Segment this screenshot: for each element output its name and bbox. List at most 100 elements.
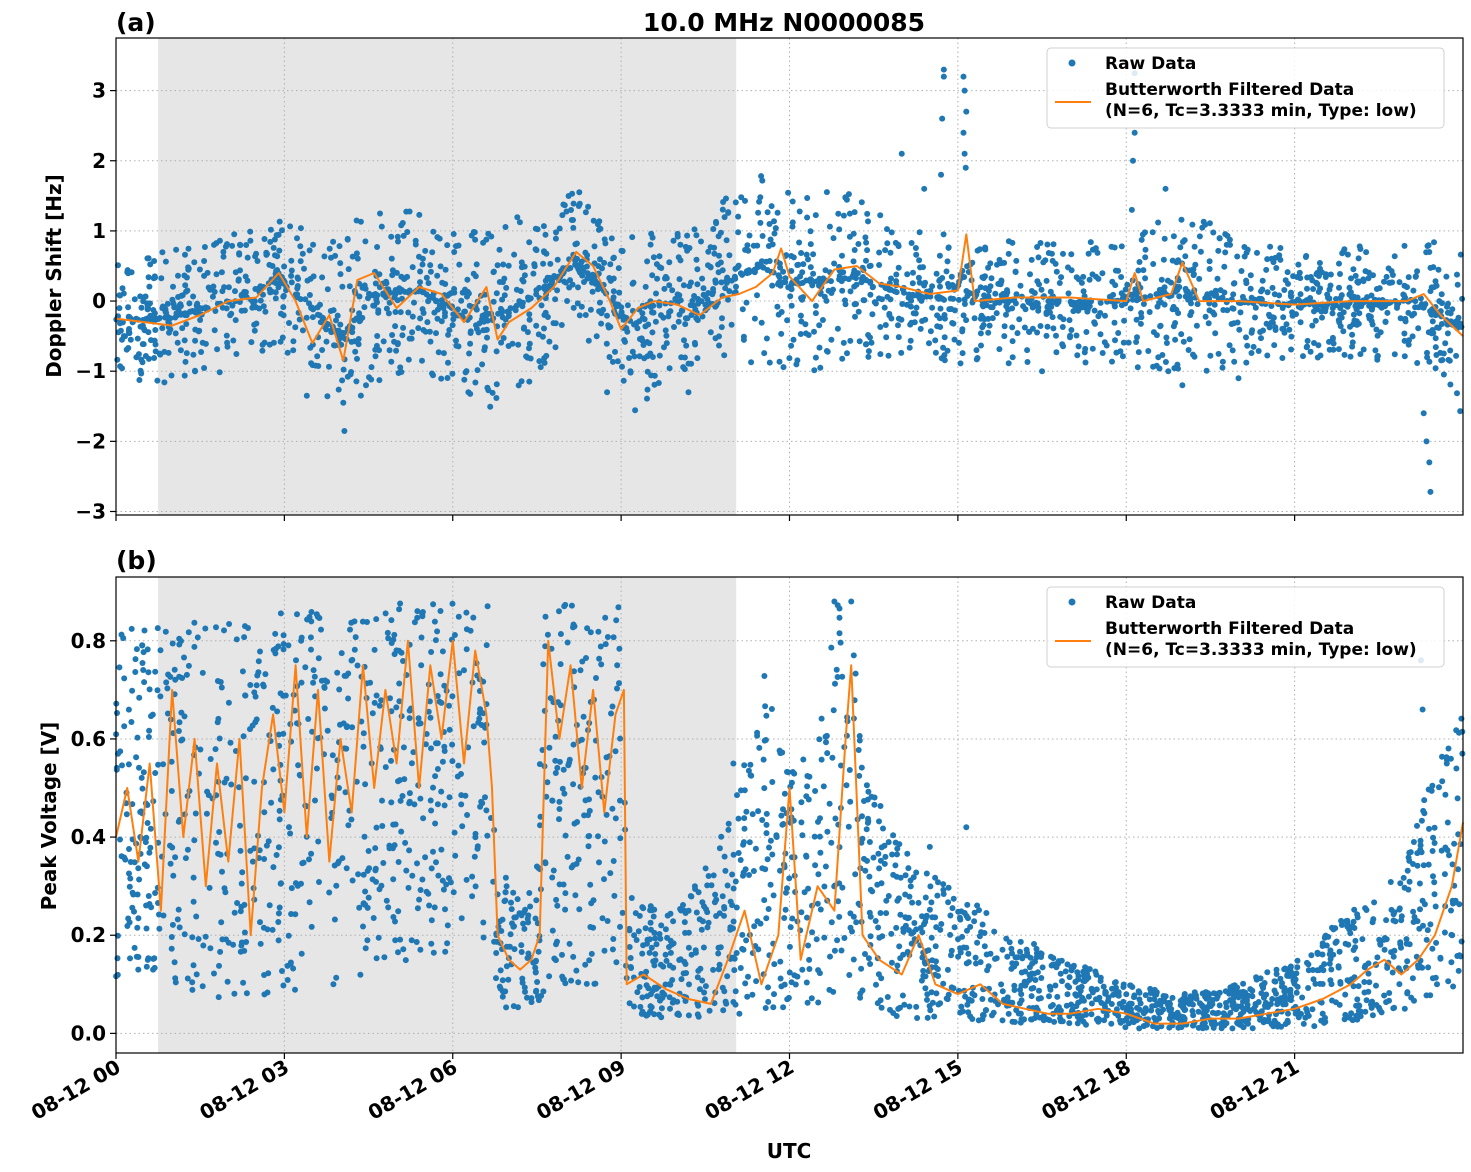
raw-data-point — [895, 241, 902, 248]
raw-data-point — [1018, 982, 1025, 989]
raw-data-point — [978, 342, 984, 349]
raw-data-point — [532, 915, 539, 922]
raw-data-point — [466, 350, 473, 357]
raw-data-point — [1057, 1015, 1064, 1022]
raw-data-point — [799, 832, 806, 839]
raw-data-point — [1333, 296, 1339, 302]
raw-data-point — [337, 721, 343, 728]
raw-data-point — [836, 614, 843, 621]
raw-data-point — [830, 707, 837, 714]
raw-data-point — [275, 919, 282, 925]
raw-data-point — [923, 870, 930, 877]
raw-data-point — [137, 323, 144, 330]
raw-data-point — [738, 787, 744, 794]
raw-data-point — [225, 284, 232, 291]
raw-data-point — [1258, 1008, 1265, 1015]
raw-data-point — [929, 914, 936, 921]
raw-data-point — [1156, 365, 1163, 372]
raw-data-point — [554, 256, 561, 263]
raw-data-point — [502, 897, 509, 904]
raw-data-point — [582, 961, 589, 968]
raw-data-point — [394, 297, 401, 304]
raw-data-outlier — [1131, 129, 1138, 136]
raw-data-point — [366, 374, 372, 381]
raw-data-point — [797, 312, 804, 319]
raw-data-point — [1381, 992, 1388, 999]
raw-data-point — [800, 261, 807, 268]
raw-data-point — [1311, 1023, 1318, 1030]
raw-data-point — [1044, 303, 1051, 310]
raw-data-point — [224, 241, 230, 248]
raw-data-point — [1046, 993, 1052, 1000]
raw-data-point — [593, 675, 599, 681]
raw-data-point — [804, 783, 811, 790]
raw-data-point — [722, 998, 729, 1005]
raw-data-point — [139, 642, 146, 649]
raw-data-point — [1076, 991, 1083, 998]
raw-data-point — [139, 785, 146, 792]
raw-data-point — [398, 222, 405, 229]
raw-data-point — [775, 281, 781, 288]
raw-data-point — [430, 848, 436, 855]
raw-data-point — [1080, 1018, 1087, 1025]
raw-data-point — [853, 919, 860, 926]
raw-data-point — [1326, 960, 1333, 967]
raw-data-point — [1168, 1011, 1174, 1018]
raw-data-point — [1279, 305, 1286, 311]
raw-data-point — [277, 338, 284, 345]
raw-data-point — [732, 199, 739, 206]
raw-data-point — [159, 325, 166, 332]
raw-data-point — [541, 312, 548, 318]
raw-data-point — [817, 849, 824, 856]
raw-data-point — [162, 258, 169, 265]
raw-data-point — [849, 273, 856, 280]
raw-data-point — [894, 845, 901, 852]
raw-data-point — [335, 386, 342, 393]
raw-data-point — [1314, 280, 1321, 287]
raw-data-point — [677, 297, 684, 304]
raw-data-point — [257, 648, 263, 655]
raw-data-point — [1417, 842, 1424, 849]
raw-data-point — [1164, 277, 1171, 284]
raw-data-point — [261, 809, 268, 816]
raw-data-point — [1001, 259, 1008, 266]
raw-data-point — [1439, 778, 1446, 785]
raw-data-point — [1378, 304, 1385, 311]
raw-data-point — [400, 658, 406, 664]
raw-data-point — [1161, 289, 1168, 296]
raw-data-point — [1073, 274, 1080, 281]
raw-data-point — [1257, 1016, 1263, 1023]
raw-data-point — [1048, 953, 1054, 960]
raw-data-point — [1249, 327, 1256, 334]
raw-data-point — [725, 209, 732, 216]
raw-data-point — [446, 794, 453, 801]
raw-data-point — [142, 839, 149, 846]
raw-data-point — [354, 355, 360, 362]
raw-data-point — [1108, 1001, 1115, 1007]
raw-data-point — [341, 672, 348, 679]
raw-data-point — [590, 217, 597, 224]
raw-data-point — [389, 267, 396, 274]
raw-data-point — [788, 302, 795, 309]
raw-data-point — [726, 288, 733, 295]
raw-data-point — [182, 855, 189, 862]
raw-data-point — [191, 259, 198, 266]
raw-data-point — [120, 635, 127, 642]
raw-data-point — [716, 845, 723, 852]
raw-data-point — [432, 820, 439, 827]
raw-data-point — [922, 985, 929, 992]
raw-data-point — [816, 833, 823, 840]
raw-data-point — [531, 263, 538, 270]
raw-data-point — [408, 335, 415, 342]
raw-data-point — [431, 904, 438, 911]
raw-data-point — [419, 306, 426, 313]
raw-data-point — [1186, 292, 1193, 298]
raw-data-point — [238, 292, 245, 299]
raw-data-point — [711, 899, 718, 906]
raw-data-point — [560, 201, 567, 208]
raw-data-point — [1142, 275, 1149, 282]
raw-data-point — [1429, 945, 1436, 952]
raw-data-point — [960, 312, 967, 319]
raw-data-point — [1142, 246, 1149, 253]
raw-data-point — [1432, 335, 1439, 342]
